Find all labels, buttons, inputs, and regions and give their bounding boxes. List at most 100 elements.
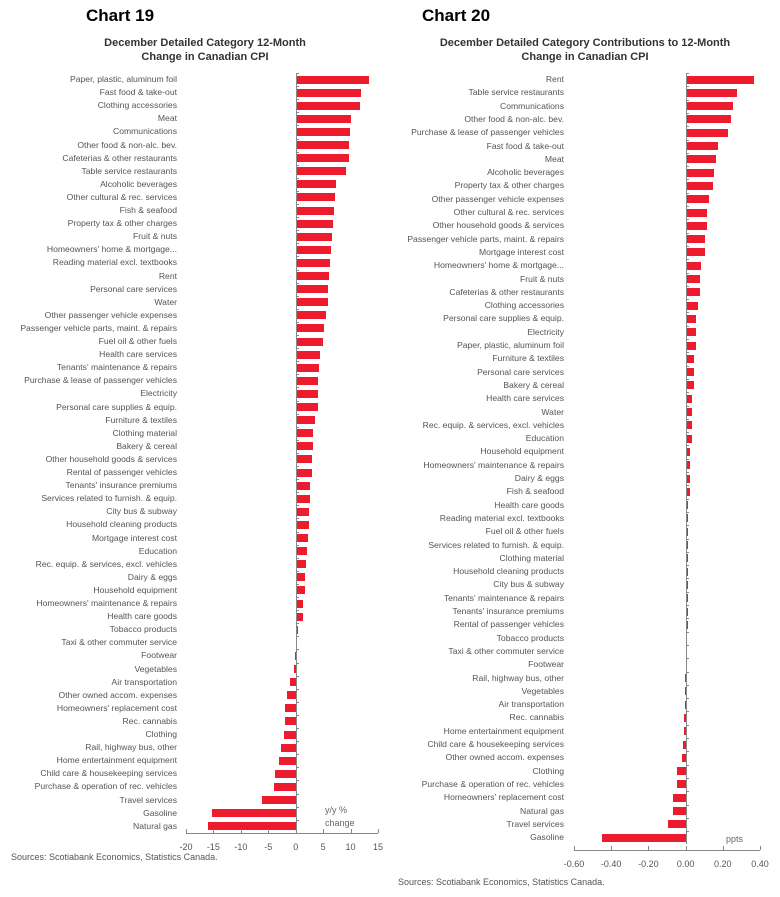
chart-20-panel: Chart 20 December Detailed Category Cont… xyxy=(390,0,780,897)
chart-19-panel: Chart 19 December Detailed Category 12-M… xyxy=(11,6,383,862)
data-bar xyxy=(686,341,696,350)
category-tick xyxy=(685,605,689,606)
category-label: Furniture & textiles xyxy=(105,414,177,425)
data-bar xyxy=(686,368,695,377)
x-axis-line xyxy=(186,832,378,834)
category-tick xyxy=(685,817,689,819)
category-label: Homeowners' maintenance & repairs xyxy=(423,459,564,470)
category-label: Homeowners' home & mortgage... xyxy=(433,260,564,271)
category-label: Clothing accessories xyxy=(484,300,564,311)
category-label: Household equipment xyxy=(93,584,177,595)
chart-20-title-line2: Change in Canadian CPI xyxy=(521,51,649,63)
category-tick xyxy=(685,352,689,354)
category-label: City bus & subway xyxy=(493,579,564,590)
category-tick xyxy=(685,432,689,434)
x-axis-tick xyxy=(685,846,687,851)
data-bar xyxy=(296,389,318,398)
data-bar xyxy=(685,687,687,696)
category-label: Services related to furnish. & equip. xyxy=(428,539,564,550)
category-label: Fish & seafood xyxy=(506,486,564,497)
category-label: Rental of passenger vehicles xyxy=(453,619,564,630)
category-label: Household equipment xyxy=(480,446,564,457)
category-tick xyxy=(685,804,689,806)
category-label: Table service restaurants xyxy=(468,87,564,98)
data-bar xyxy=(275,769,296,778)
category-tick xyxy=(295,636,299,638)
category-label: Household cleaning products xyxy=(453,566,564,577)
data-bar xyxy=(296,127,351,136)
category-tick xyxy=(685,112,689,114)
category-label: Rent xyxy=(158,270,177,281)
data-bar xyxy=(296,376,318,385)
x-axis-tick xyxy=(295,828,297,833)
category-label: Other cultural & rec. services xyxy=(66,191,177,202)
x-axis-tick-label: -0.20 xyxy=(638,859,659,870)
category-label: Cafeterias & other restaurants xyxy=(62,152,177,163)
category-tick xyxy=(685,259,689,261)
category-tick xyxy=(295,806,299,808)
x-axis-tick-label: 0 xyxy=(293,841,299,852)
category-tick xyxy=(685,299,689,301)
x-axis-tick-label: -15 xyxy=(206,841,220,852)
data-bar xyxy=(684,713,686,722)
category-tick xyxy=(295,321,299,323)
category-tick xyxy=(295,505,299,507)
category-tick xyxy=(685,232,689,234)
category-tick xyxy=(295,662,299,664)
data-bar xyxy=(296,114,351,123)
category-tick xyxy=(685,86,689,88)
category-tick xyxy=(295,570,299,572)
category-tick xyxy=(295,361,299,363)
x-axis-tick-label: 10 xyxy=(345,841,356,852)
category-tick xyxy=(295,623,299,625)
category-label: Rail, highway bus, other xyxy=(85,742,177,753)
x-axis-tick xyxy=(611,846,613,851)
category-label: Health care goods xyxy=(107,611,177,622)
category-label: Health care services xyxy=(486,393,564,404)
x-axis-tick-label: 0.20 xyxy=(714,859,732,870)
chart-19-source: Sources: Scotiabank Economics, Statistic… xyxy=(11,852,218,862)
x-axis-tick xyxy=(323,828,325,833)
category-tick xyxy=(295,649,299,651)
category-tick xyxy=(295,479,299,481)
category-label: Clothing material xyxy=(112,427,177,438)
x-axis-tick-label: -0.60 xyxy=(563,859,585,870)
data-bar xyxy=(296,75,369,84)
category-label: Meat xyxy=(157,113,177,124)
category-tick xyxy=(685,751,689,753)
category-label: Services related to furnish. & equip. xyxy=(41,493,177,504)
chart-20-source: Sources: Scotiabank Economics, Statistic… xyxy=(398,877,605,887)
category-label: Personal care supplies & equip. xyxy=(443,313,564,324)
x-axis-tick xyxy=(240,828,242,833)
category-label: Other cultural & rec. services xyxy=(453,207,564,217)
data-bar xyxy=(280,743,296,752)
x-axis-tick xyxy=(760,846,761,851)
category-tick xyxy=(685,378,689,380)
category-label: Fruit & nuts xyxy=(133,231,177,242)
category-label: Electricity xyxy=(140,388,177,399)
category-tick xyxy=(295,780,299,782)
data-bar xyxy=(296,455,313,464)
data-bar xyxy=(294,665,296,673)
x-axis-tick-label: 5 xyxy=(320,841,326,852)
category-label: Fruit & nuts xyxy=(520,273,564,284)
category-tick xyxy=(685,445,689,447)
category-label: Other food & non-alc. bev. xyxy=(77,139,177,150)
data-bar xyxy=(285,704,296,713)
data-bar xyxy=(686,235,706,244)
category-label: Electricity xyxy=(527,326,564,337)
data-bar xyxy=(686,421,693,430)
category-label: Fuel oil & other fuels xyxy=(485,526,564,537)
data-bar xyxy=(686,514,689,523)
category-tick xyxy=(685,325,689,327)
category-label: Rec. equip. & services, excl. vehicles xyxy=(35,558,177,569)
chart-19-unit-label: y/y % change xyxy=(325,804,355,830)
data-bar xyxy=(667,820,686,829)
category-label: Tenants' insurance premiums xyxy=(452,606,565,616)
data-bar xyxy=(296,416,315,425)
data-bar xyxy=(286,691,296,700)
category-label: Clothing material xyxy=(499,552,564,563)
category-label: Furniture & textiles xyxy=(492,353,564,364)
category-tick xyxy=(295,112,299,114)
x-axis-tick-label: -20 xyxy=(179,841,193,852)
